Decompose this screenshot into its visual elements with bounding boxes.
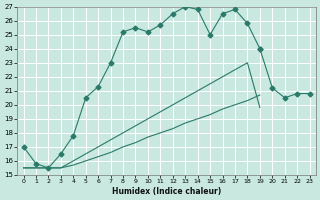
X-axis label: Humidex (Indice chaleur): Humidex (Indice chaleur) [112,187,221,196]
